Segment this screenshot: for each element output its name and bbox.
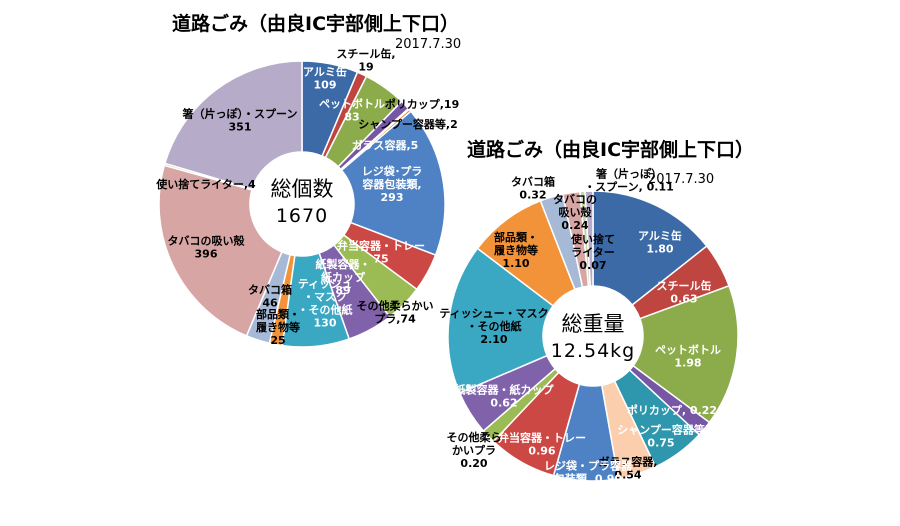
slice-label-2-6: ガラス容器, 0.54 [599,455,658,482]
slice-label-1-1: アルミ缶 109 [303,65,347,92]
slice-label-1-13: タバコ箱 46 [248,283,292,310]
slice-label-1-7: レジ袋･プラ容器包装類, 293 [361,164,422,204]
slice-label-1-4: ポリカップ,19 [385,97,460,111]
slice-label-1-8: 弁当容器・トレー 75 [337,239,425,266]
slice-label-2-11: ティッシュー・マスク・その他紙 2.10 [439,307,548,346]
slice-label-1-12: 部品類・履き物等 25 [256,307,300,347]
slice-label-1-9: その他柔らかいプラ,74 [357,299,434,326]
slice-label-1-2: スチール缶, 19 [336,47,395,74]
slice-label-1-15: 使い捨てライター,4 [155,177,256,191]
slice-label-1-11: ティッシュ・マスク・その他紙 130 [298,278,353,330]
chart1-center-label: 総個数 [271,177,334,201]
chart2-center-value: 12.54kg [551,340,635,362]
slice-label-2-8: 弁当容器・トレー 0.96 [498,431,586,458]
slice-label-2-15: 使い捨てライター 0.07 [570,232,615,272]
slice-label-2-9: その他柔らかいプラ 0.20 [447,430,502,470]
slice-label-1-6: ガラス容器,5 [352,138,419,152]
chart1-date: 2017.7.30 [395,37,461,52]
slice-label-2-3: ペットボトル 1.98 [655,343,721,370]
slice-label-2-13: タバコ箱 0.32 [511,175,555,202]
slice-label-2-12: 部品類・履き物等 1.10 [494,230,538,270]
slice-label-2-5: シャンプー容器等 0.75 [617,423,705,450]
slice-label-1-14: タバコの吸い殻 396 [168,234,246,261]
slice-label-1-5: シャンプー容器等,2 [358,117,458,131]
chart2-center-label: 総重量 [562,312,625,336]
chart1-title: 道路ごみ（由良IC宇部側上下口） [172,12,459,35]
slice-label-2-4: ポリカップ, 0.22 [627,403,717,417]
slice-label-2-10: 紙製容器・紙カップ 0.62 [455,383,555,410]
slice-label-1-10: 紙製容器・紙カップ 89 [316,257,371,297]
slice-label-2-2: スチール缶 0.63 [657,279,712,306]
slice-label-1-16: 箸（片っぽ）・スプーン 351 [183,107,298,134]
chart2-date: 2017.7.30 [648,172,714,187]
donut-hole-1 [250,152,354,256]
slice-label-2-7: レジ袋・プラ容器包装類, 0.90 [544,459,633,486]
donut-hole-2 [543,286,643,386]
slice-label-2-14: タバコの吸い殻 0.24 [553,193,597,232]
slice-label-2-16: 箸（片っぽ）・スプーン, 0.11 [584,167,674,194]
slice-label-1-3: ペットボトル 83 [319,97,385,124]
chart1-center-value: 1670 [276,205,328,227]
donut-chart-weight: アルミ缶 1.80 スチール缶 0.63 ペットボトル 1.98 ポリカップ, 0.22 シャ… [439,167,739,486]
slice-label-2-1: アルミ缶 1.80 [638,229,682,256]
chart2-title: 道路ごみ（由良IC宇部側上下口） [467,138,754,161]
